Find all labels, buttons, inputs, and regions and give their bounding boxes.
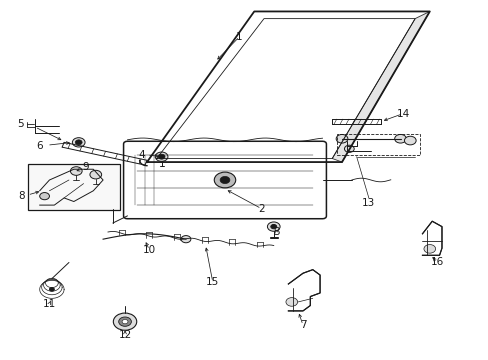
Circle shape: [267, 222, 280, 231]
Circle shape: [394, 134, 406, 143]
Circle shape: [344, 145, 353, 152]
Text: 2: 2: [258, 204, 264, 214]
Circle shape: [214, 172, 235, 188]
Text: 1: 1: [236, 32, 243, 41]
Circle shape: [72, 138, 85, 147]
Circle shape: [40, 193, 49, 200]
Text: 14: 14: [396, 109, 409, 119]
Text: 10: 10: [142, 245, 156, 255]
Circle shape: [122, 319, 128, 324]
Circle shape: [270, 225, 276, 229]
Text: 6: 6: [36, 141, 43, 151]
Text: 7: 7: [299, 320, 305, 330]
Circle shape: [70, 167, 82, 175]
Circle shape: [220, 176, 229, 184]
Circle shape: [75, 140, 82, 145]
Text: 4: 4: [139, 150, 145, 160]
Circle shape: [158, 154, 164, 159]
Circle shape: [119, 317, 131, 326]
Polygon shape: [422, 221, 441, 255]
Circle shape: [155, 152, 167, 161]
Text: 3: 3: [272, 227, 279, 237]
Circle shape: [49, 288, 54, 291]
Circle shape: [285, 298, 297, 306]
Text: 8: 8: [18, 191, 24, 201]
Circle shape: [181, 235, 190, 243]
Bar: [336, 134, 419, 155]
Text: 11: 11: [43, 299, 56, 309]
Polygon shape: [331, 12, 429, 162]
Bar: [27, 164, 120, 211]
Polygon shape: [288, 270, 320, 311]
Circle shape: [423, 244, 435, 253]
Circle shape: [404, 136, 415, 145]
Circle shape: [113, 313, 137, 330]
Text: 9: 9: [82, 162, 89, 172]
Circle shape: [335, 134, 347, 143]
Text: 13: 13: [362, 198, 375, 208]
Text: 16: 16: [429, 257, 443, 267]
Circle shape: [90, 170, 102, 179]
Text: 5: 5: [17, 120, 23, 129]
Text: 12: 12: [118, 330, 131, 340]
Text: 15: 15: [206, 277, 219, 287]
